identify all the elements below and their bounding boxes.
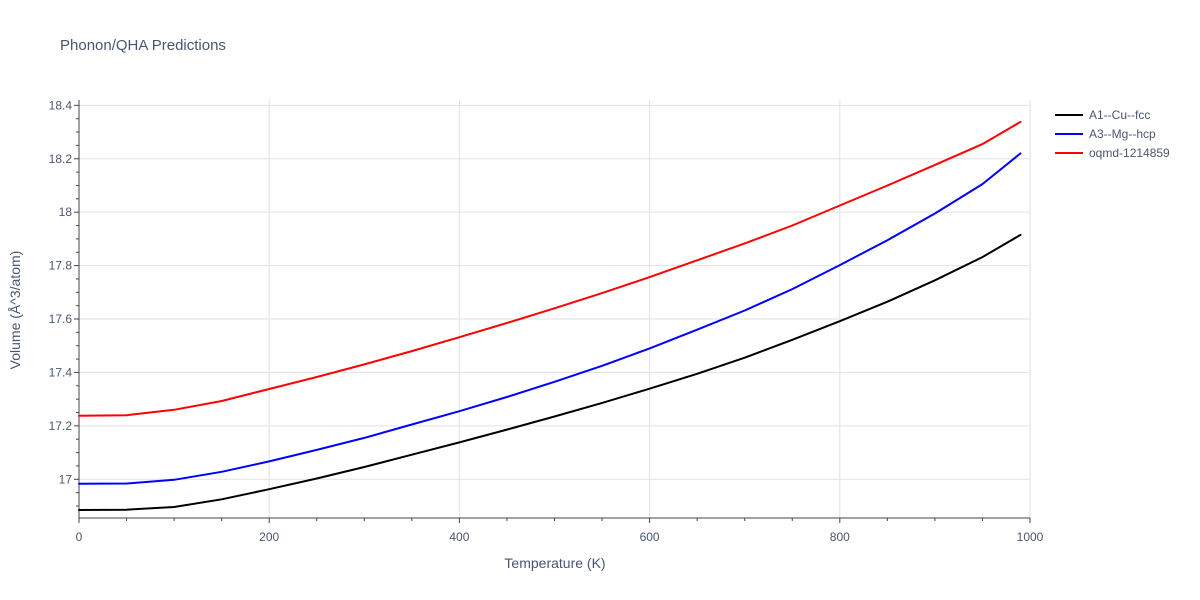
axis-layer: 0 200 400 600 800 1000 17 17.2 17.4 17.6 17.8 18 18.… xyxy=(49,98,1044,544)
series-layer xyxy=(78,120,1022,511)
series-line-2 xyxy=(78,120,1022,417)
y-tick-label: 18.2 xyxy=(49,152,73,166)
legend-label: A3--Mg--hcp xyxy=(1089,127,1156,141)
y-tick-label: 17 xyxy=(59,472,73,486)
x-tick-label: 400 xyxy=(449,530,469,544)
x-tick-label: 600 xyxy=(640,530,660,544)
x-tick-label: 800 xyxy=(830,530,850,544)
y-tick-label: 18.4 xyxy=(49,98,73,112)
x-axis-label: Temperature (K) xyxy=(504,555,605,571)
legend-label: oqmd-1214859 xyxy=(1089,146,1170,160)
legend[interactable]: A1--Cu--fcc A3--Mg--hcp oqmd-1214859 xyxy=(1055,108,1170,160)
series-line-0 xyxy=(78,233,1022,511)
chart-title: Phonon/QHA Predictions xyxy=(60,37,226,54)
legend-item-0[interactable]: A1--Cu--fcc xyxy=(1055,108,1150,122)
y-tick-label: 17.8 xyxy=(49,259,73,273)
y-tick-label: 17.6 xyxy=(49,312,73,326)
grid-layer xyxy=(79,100,1031,518)
y-tick-label: 18 xyxy=(59,205,73,219)
series-line-1 xyxy=(78,152,1022,485)
legend-item-1[interactable]: A3--Mg--hcp xyxy=(1055,127,1156,141)
x-tick-label: 0 xyxy=(76,530,83,544)
legend-item-2[interactable]: oqmd-1214859 xyxy=(1055,146,1170,160)
y-tick-label: 17.2 xyxy=(49,419,73,433)
x-tick-label: 200 xyxy=(259,530,279,544)
y-tick-label: 17.4 xyxy=(49,365,73,379)
y-axis-label: Volume (Å^3/atom) xyxy=(7,251,23,370)
legend-label: A1--Cu--fcc xyxy=(1089,108,1150,122)
x-tick-label: 1000 xyxy=(1017,530,1044,544)
